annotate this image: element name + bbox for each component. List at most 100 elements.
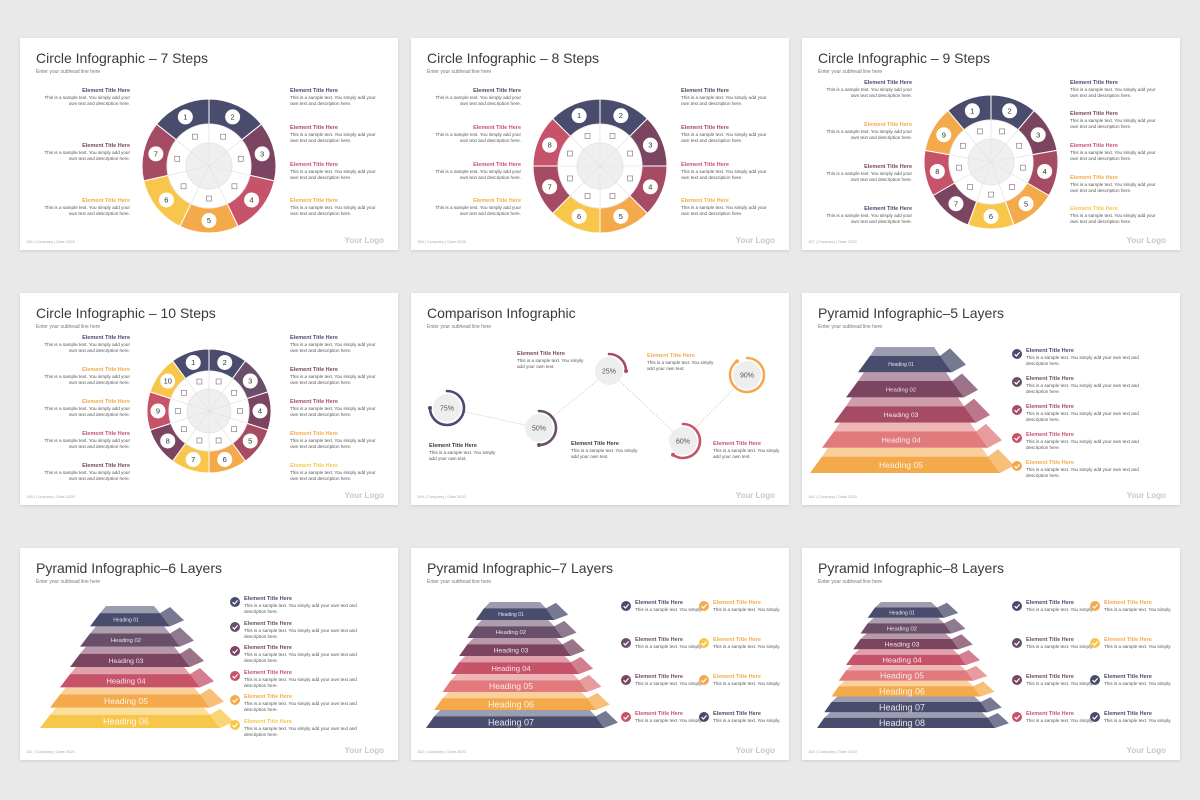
step-icon	[196, 437, 203, 444]
element-title: Element Title Here	[1026, 711, 1074, 717]
step-badge	[244, 192, 260, 208]
pyramid-heading: Heading 05	[489, 681, 533, 691]
element-block: Element Title Here This is a sample text.…	[826, 164, 912, 183]
step-number: 8	[166, 437, 170, 446]
step-icon	[609, 193, 616, 199]
step-badge	[571, 208, 587, 224]
pyramid: Heading 01 Heading 02 Heading 03 Heading 04…	[817, 602, 1009, 728]
element-block: Element Title Here This is a sample text.…	[1026, 674, 1094, 687]
pyramid-heading: Heading 02	[887, 626, 917, 632]
slide-circle-7-steps[interactable]: Circle Infographic – 7 Steps Enter your …	[20, 38, 398, 250]
step-number: 1	[183, 112, 187, 121]
progress-ring	[537, 409, 558, 447]
element-block: Element Title Here This is a sample text.…	[44, 335, 130, 354]
check-icon	[699, 601, 709, 611]
pyramid-heading: Heading 02	[496, 630, 526, 636]
element-title: Element Title Here	[1026, 376, 1074, 382]
step-icon	[215, 378, 222, 385]
element-block: Element Title Here This is a sample text.…	[681, 125, 767, 144]
element-block: Element Title Here This is a sample text.…	[681, 88, 767, 107]
step-badge	[613, 108, 629, 124]
step-icon	[192, 133, 198, 140]
element-block: Element Title Here This is a sample text.…	[1026, 376, 1161, 396]
slide-circle-10-steps[interactable]: Circle Infographic – 10 Steps Enter your…	[20, 293, 398, 505]
element-title: Element Title Here	[1104, 674, 1152, 680]
pyramid-layer	[822, 431, 988, 448]
element-block: Element Title Here This is a sample text.…	[1070, 143, 1156, 162]
element-desc: This is a sample text. You simply.	[635, 644, 703, 649]
slide-circle-8-steps[interactable]: Circle Infographic – 8 Steps Enter your …	[411, 38, 789, 250]
pyramid-layer	[60, 674, 200, 688]
slide-title: Circle Infographic – 10 Steps	[36, 305, 216, 321]
comparison-disc	[525, 414, 553, 442]
element-title: Element Title Here	[244, 669, 292, 676]
element-block: Element Title Here This is a sample text.…	[635, 600, 703, 613]
step-number: 9	[156, 407, 160, 416]
element-desc: This is a sample text. You simply.	[1104, 607, 1172, 612]
element-block: Element Title Here This is a sample text.…	[1104, 600, 1172, 613]
step-number: 2	[223, 358, 227, 367]
check-icon	[621, 601, 631, 611]
element-desc: This is a sample text. You simply add yo…	[1026, 355, 1139, 367]
pyramid-heading: Heading 02	[111, 638, 141, 644]
check-icon	[699, 638, 709, 648]
logo: Your Logo	[344, 746, 384, 755]
step-badge	[642, 137, 658, 153]
step-badge	[185, 452, 201, 468]
comparison-disc	[733, 361, 761, 389]
slide-subhead: Enter your subhead line here	[818, 69, 883, 75]
step-badge	[225, 109, 241, 125]
step-badge	[150, 403, 166, 419]
pyramid-layer	[824, 702, 988, 713]
element-block: Element Title Here This is a sample text.…	[244, 670, 379, 690]
check-icon	[1012, 601, 1022, 611]
element-title: Element Title Here	[713, 711, 761, 717]
element-block: Element Title Here This is a sample text.…	[681, 162, 767, 181]
slide-pyramid-6[interactable]: Pyramid Infographic–6 Layers Enter your …	[20, 548, 398, 760]
step-badge	[242, 373, 258, 389]
slide-comparison[interactable]: Comparison Infographic Enter your subhea…	[411, 293, 789, 505]
element-block: Element Title Here This is a sample text.…	[44, 463, 130, 482]
pyramid-layer	[475, 608, 555, 620]
element-title: Element Title Here	[1104, 637, 1152, 643]
slide-pyramid-8[interactable]: Pyramid Infographic–8 Layers Enter your …	[802, 548, 1180, 760]
element-block: Element Title Here This is a sample text.…	[44, 198, 130, 217]
slide-pyramid-7[interactable]: Pyramid Infographic–7 Layers Enter your …	[411, 548, 789, 760]
element-desc: This is a sample text. You simply add yo…	[1026, 439, 1139, 451]
pyramid-layer	[860, 623, 952, 634]
step-icon	[627, 150, 633, 157]
pyramid-layer	[80, 633, 180, 647]
check-icon	[1012, 433, 1022, 443]
pyramid-layer	[858, 355, 952, 373]
pyramid-layer	[853, 639, 959, 650]
comparison-disc	[595, 357, 623, 385]
element-block: Element Title Here This is a sample text.…	[1026, 348, 1161, 368]
slide-pyramid-5[interactable]: Pyramid Infographic–5 Layers Enter your …	[802, 293, 1180, 505]
pyramid-heading: Heading 04	[881, 435, 921, 444]
element-desc: This is a sample text. You simply.	[713, 681, 781, 686]
pyramid-heading: Heading 05	[879, 460, 923, 470]
step-icon	[960, 142, 966, 149]
circle-wheel: 1 2 3 4 5 6 7	[141, 98, 277, 234]
pyramid-heading: Heading 03	[884, 412, 919, 419]
element-block: Element Title Here This is a sample text.…	[1070, 80, 1156, 99]
pyramid-heading: Heading 07	[879, 702, 925, 712]
pyramid-layer	[90, 613, 170, 627]
element-title: Element Title Here	[244, 620, 292, 627]
slide-subhead: Enter your subhead line here	[818, 324, 883, 330]
slide-circle-9-steps[interactable]: Circle Infographic – 9 Steps Enter your …	[802, 38, 1180, 250]
element-block: Element Title Here This is a sample text.…	[244, 645, 379, 665]
slide-subhead: Enter your subhead line here	[36, 324, 101, 330]
check-icon	[699, 675, 709, 685]
element-block: Element Title Here This is a sample text.…	[1104, 674, 1172, 687]
element-title: Element Title Here	[244, 645, 292, 651]
element-block: Element Title Here This is a sample text.…	[571, 441, 638, 460]
step-badge	[929, 163, 945, 179]
element-desc: This is a sample text. You simply add yo…	[1026, 411, 1139, 423]
element-desc: This is a sample text. You simply add yo…	[244, 652, 357, 664]
check-icon	[1012, 712, 1022, 722]
step-badge	[254, 146, 270, 162]
step-icon	[956, 164, 962, 171]
step-badge	[217, 354, 233, 370]
slide-title: Pyramid Infographic–5 Layers	[818, 305, 1004, 321]
